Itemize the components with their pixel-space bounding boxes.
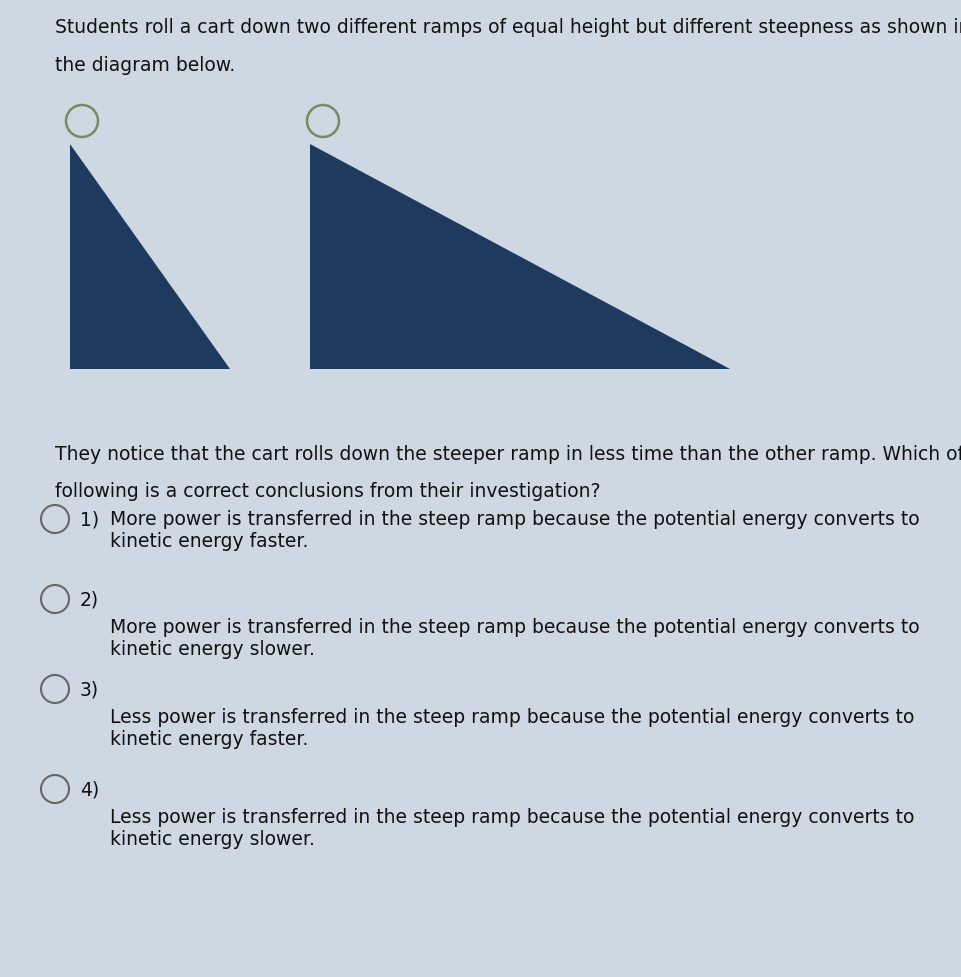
Text: 1): 1) [80, 510, 99, 529]
Text: Students roll a cart down two different ramps of equal height but different stee: Students roll a cart down two different … [55, 18, 961, 37]
Text: 2): 2) [80, 590, 99, 609]
Polygon shape [70, 145, 230, 369]
Text: 4): 4) [80, 780, 99, 798]
Text: the diagram below.: the diagram below. [55, 56, 235, 75]
Text: More power is transferred in the steep ramp because the potential energy convert: More power is transferred in the steep r… [110, 617, 919, 636]
Text: More power is transferred in the steep ramp because the potential energy convert: More power is transferred in the steep r… [110, 509, 919, 529]
Text: Less power is transferred in the steep ramp because the potential energy convert: Less power is transferred in the steep r… [110, 807, 913, 827]
Polygon shape [309, 145, 729, 369]
Text: kinetic energy slower.: kinetic energy slower. [110, 829, 314, 848]
Text: Less power is transferred in the steep ramp because the potential energy convert: Less power is transferred in the steep r… [110, 707, 913, 726]
Text: kinetic energy faster.: kinetic energy faster. [110, 531, 308, 550]
Text: kinetic energy slower.: kinetic energy slower. [110, 639, 314, 658]
Text: They notice that the cart rolls down the steeper ramp in less time than the othe: They notice that the cart rolls down the… [55, 445, 961, 463]
Text: following is a correct conclusions from their investigation?: following is a correct conclusions from … [55, 482, 600, 500]
Text: 3): 3) [80, 680, 99, 699]
Text: kinetic energy faster.: kinetic energy faster. [110, 729, 308, 748]
